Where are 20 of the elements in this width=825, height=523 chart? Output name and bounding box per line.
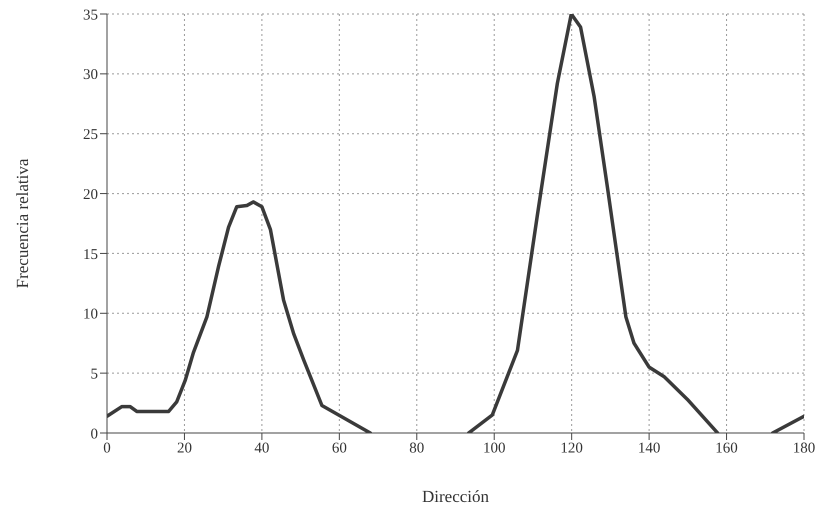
x-tick-label: 0: [103, 440, 111, 457]
y-tick-label: 15: [83, 246, 98, 263]
x-axis-title: Dirección: [422, 487, 490, 506]
y-tick-label: 30: [83, 67, 98, 84]
x-tick-label: 180: [792, 440, 816, 457]
y-axis-title: Frecuencia relativa: [13, 158, 32, 288]
x-tick-label: 60: [332, 440, 347, 457]
y-tick-label: 35: [83, 7, 98, 24]
x-tick-label: 40: [254, 440, 270, 457]
x-tick-label: 20: [176, 440, 192, 457]
y-tick-label: 25: [83, 127, 98, 144]
x-tick-label: 160: [715, 440, 738, 457]
y-tick-label: 20: [83, 186, 98, 203]
y-tick-label: 10: [83, 306, 98, 323]
y-tick-label: 0: [90, 426, 98, 442]
x-tick-label: 80: [409, 440, 424, 457]
x-tick-label: 100: [482, 440, 506, 457]
y-tick-label: 5: [90, 366, 98, 382]
x-tick-label: 120: [560, 440, 583, 457]
x-tick-label: 140: [638, 440, 660, 457]
